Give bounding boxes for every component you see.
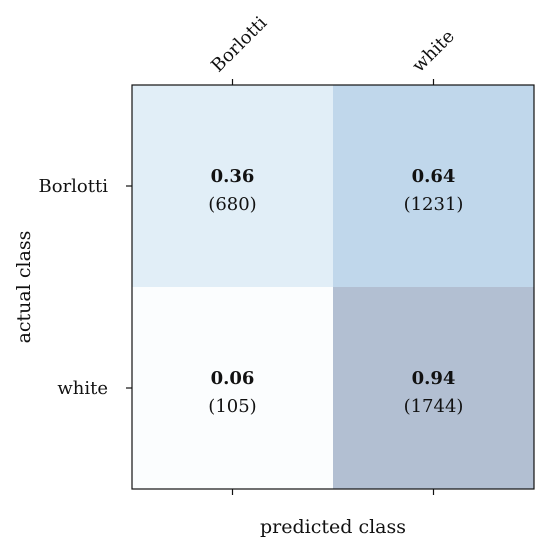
- y-ticks: Borlotti white: [39, 176, 132, 399]
- x-axis-label: predicted class: [260, 516, 406, 538]
- cell-ratio-label: 0.06: [211, 368, 255, 389]
- cell-count-label: (680): [208, 194, 256, 215]
- heatmap-cell: [132, 287, 333, 489]
- cell-count-label: (1744): [404, 396, 464, 417]
- cell-count-label: (1231): [404, 194, 464, 215]
- y-axis-label: actual class: [13, 231, 35, 344]
- cell-ratio-label: 0.36: [211, 166, 255, 187]
- cell-ratio-label: 0.64: [412, 166, 456, 187]
- cell-ratio-label: 0.94: [412, 368, 456, 389]
- y-tick-label: white: [57, 378, 108, 399]
- x-tick-label: Borlotti: [207, 12, 271, 76]
- heatmap-cells: [132, 85, 534, 489]
- cell-count-label: (105): [208, 396, 256, 417]
- cell-annotations: 0.36 (680) 0.64 (1231) 0.06 (105) 0.94 (1744): [208, 166, 463, 417]
- plot-frame: [131, 84, 535, 490]
- y-tick-label: Borlotti: [39, 176, 109, 197]
- heatmap-cell: [333, 85, 534, 287]
- heatmap-cell: [333, 287, 534, 489]
- x-tick-label: white: [408, 26, 459, 77]
- heatmap-cell: [132, 85, 333, 287]
